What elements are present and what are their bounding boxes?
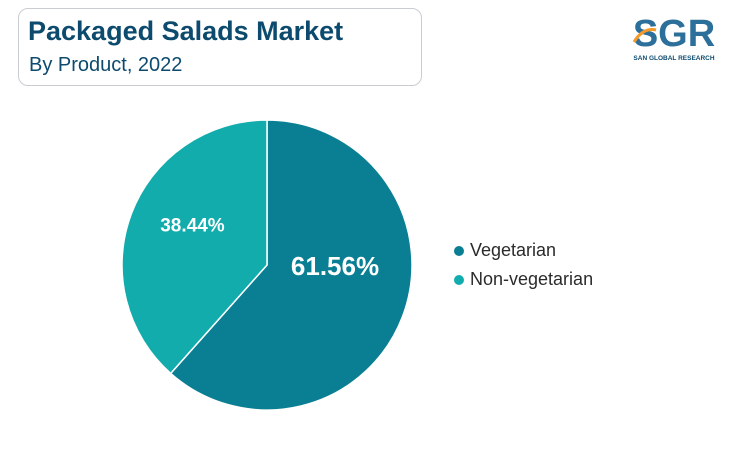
data-label-non-vegetarian: 38.44%	[160, 216, 225, 237]
title-box: Packaged Salads Market By Product, 2022	[18, 8, 422, 86]
logo-swoosh-icon	[632, 28, 657, 43]
chart-subtitle: By Product, 2022	[29, 54, 183, 76]
legend-label-non-vegetarian: Non-vegetarian	[470, 269, 594, 289]
legend-item-vegetarian: Vegetarian	[454, 236, 593, 265]
pie-slice-vegetarian	[169, 119, 413, 411]
legend-label-vegetarian: Vegetarian	[470, 240, 557, 260]
legend-swatch-vegetarian	[454, 245, 464, 256]
legend-item-non-vegetarian: Non-vegetarian	[454, 265, 593, 294]
legend-swatch-non-vegetarian	[454, 274, 464, 285]
sgr-logo: SGR SAN GLOBAL RESEARCH	[632, 13, 715, 62]
pie-slice-non-vegetarian	[121, 119, 268, 375]
chart-legend: Vegetarian Non-vegetarian	[454, 236, 593, 294]
chart-title: Packaged Salads Market	[28, 16, 344, 46]
logo-tagline: SAN GLOBAL RESEARCH	[633, 55, 714, 62]
data-label-vegetarian: 61.56%	[291, 251, 379, 281]
logo-text: SGR	[633, 13, 715, 55]
